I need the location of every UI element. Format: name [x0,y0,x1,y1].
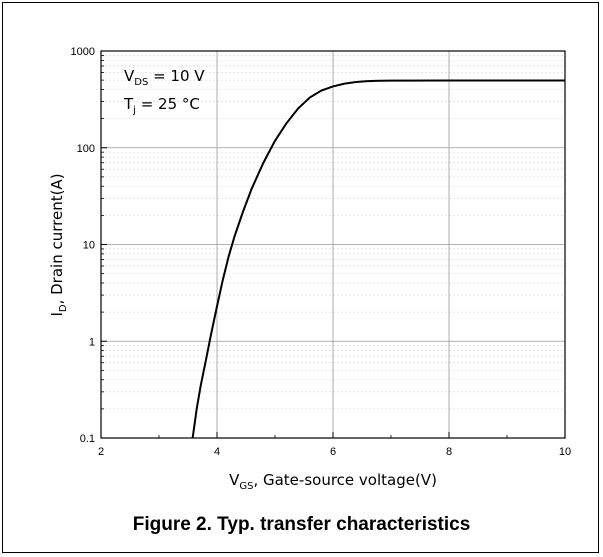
x-tick-label: 2 [98,446,104,458]
annotation-tj: Tj = 25 °C [123,95,200,116]
x-tick-label: 6 [330,446,336,458]
x-axis-title: VGS, Gate-source voltage(V) [229,471,437,492]
grid [100,50,566,439]
y-tick-label: 10 [83,240,95,252]
y-tick-label: 100 [77,143,95,155]
tick-labels: 0.1 1 10 100 1000 2 4 6 8 10 [71,46,572,458]
series-line [191,79,565,439]
x-tick-label: 8 [446,446,452,458]
y-tick-label: 1 [89,336,95,348]
y-tick-label: 0.1 [80,433,95,445]
plot-area-border [100,50,566,439]
figure-caption: Figure 2. Typ. transfer characteristics [132,514,471,535]
x-tick-label: 4 [214,446,220,458]
y-tick-label: 1000 [71,46,95,58]
annotation-vds: VDS = 10 V [124,67,205,88]
x-tick-label: 10 [559,446,571,458]
y-axis-title: ID, Drain current(A) [48,173,69,316]
